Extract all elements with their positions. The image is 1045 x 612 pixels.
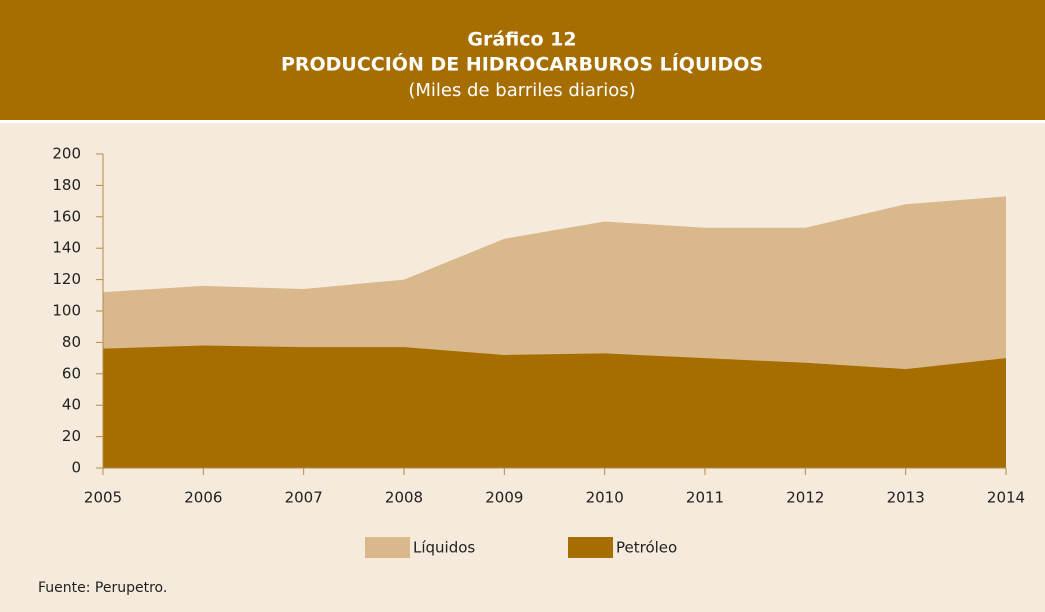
y-tick-label: 20 bbox=[62, 427, 81, 445]
x-tick-label: 2008 bbox=[385, 489, 423, 507]
legend-label: Petróleo bbox=[616, 539, 677, 557]
chart-title: Gráfico 12 bbox=[467, 29, 576, 51]
chart-units: (Miles de barriles diarios) bbox=[408, 80, 635, 101]
y-tick-label: 120 bbox=[52, 270, 81, 288]
x-tick-label: 2013 bbox=[887, 489, 925, 507]
y-tick-label: 160 bbox=[52, 207, 81, 225]
x-tick-label: 2014 bbox=[987, 489, 1025, 507]
legend-swatch bbox=[568, 537, 613, 558]
x-tick-label: 2012 bbox=[786, 489, 824, 507]
x-tick-label: 2009 bbox=[485, 489, 523, 507]
x-tick-label: 2005 bbox=[84, 489, 122, 507]
legend-label: Líquidos bbox=[413, 539, 475, 557]
x-tick-label: 2011 bbox=[686, 489, 724, 507]
y-tick-label: 180 bbox=[52, 176, 81, 194]
source-note: Fuente: Perupetro. bbox=[38, 580, 167, 596]
x-tick-label: 2007 bbox=[285, 489, 323, 507]
area bbox=[103, 345, 1006, 468]
header-divider bbox=[0, 120, 1045, 123]
chart-subtitle: PRODUCCIÓN DE HIDROCARBUROS LÍQUIDOS bbox=[281, 52, 763, 76]
y-tick-label: 40 bbox=[62, 396, 81, 414]
x-tick-label: 2006 bbox=[184, 489, 222, 507]
y-tick-label: 60 bbox=[62, 364, 81, 382]
y-tick-label: 80 bbox=[62, 333, 81, 351]
legend-swatch bbox=[365, 537, 410, 558]
y-tick-label: 0 bbox=[71, 459, 81, 477]
y-tick-label: 100 bbox=[52, 302, 81, 320]
y-tick-label: 140 bbox=[52, 239, 81, 257]
header-band bbox=[0, 0, 1045, 120]
x-tick-label: 2010 bbox=[586, 489, 624, 507]
y-tick-label: 200 bbox=[52, 145, 81, 163]
